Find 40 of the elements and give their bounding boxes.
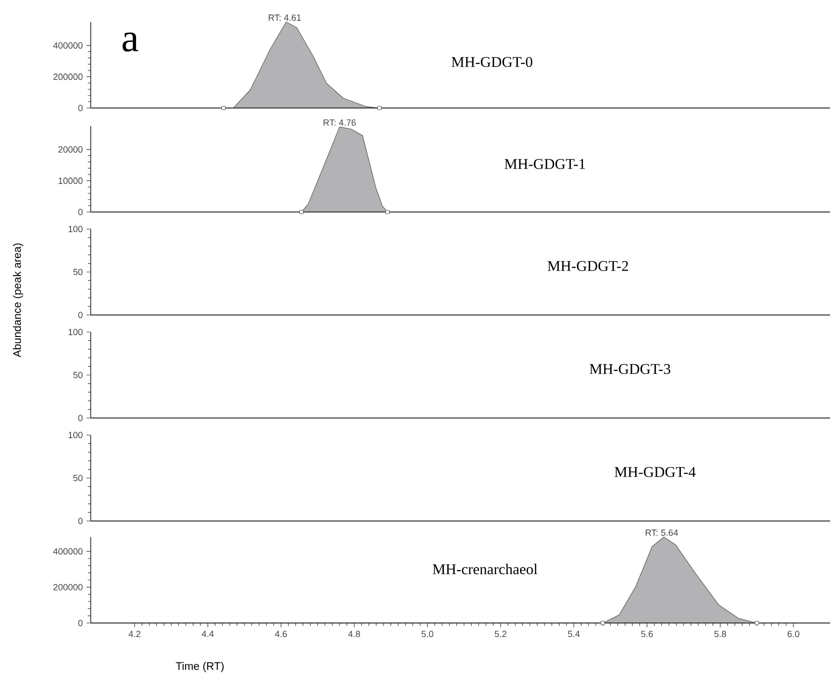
y-axis-title: Abundance (peak area) (12, 243, 24, 358)
y-tick-label: 0 (78, 104, 83, 112)
x-tick-label: 6.0 (788, 630, 800, 638)
x-tick-label: 5.6 (641, 630, 653, 638)
y-tick-label: 400000 (53, 548, 83, 555)
y-tick-label: 100 (68, 226, 83, 232)
y-tick-label: 200000 (53, 74, 83, 80)
y-tick-label: 50 (73, 372, 83, 378)
y-tick-label: 50 (73, 474, 83, 482)
y-tick-label: 200000 (53, 584, 83, 590)
x-tick-label: 4.4 (202, 630, 214, 637)
text: MH-GDGT-4 (614, 467, 696, 478)
x-tick-label: 4.8 (348, 630, 360, 638)
text: MH-GDGT-3 (590, 364, 670, 374)
annotation: RT: 4.61 (268, 14, 301, 21)
y-tick-label: 0 (78, 208, 83, 216)
y-tick-label: 100 (68, 432, 83, 438)
y-tick-label: 10000 (58, 178, 83, 184)
y-tick-label: 0 (78, 414, 83, 422)
annotation: a (122, 32, 138, 52)
x-tick-label: 4.2 (128, 630, 140, 638)
y-tick-label: 100 (68, 328, 83, 336)
x-tick-label: 5.0 (422, 630, 434, 638)
text: MH-GDGT-0 (452, 56, 532, 68)
y-tick-label: 50 (73, 268, 83, 276)
x-tick-label: 5.8 (714, 630, 726, 638)
x-tick-label: 5.4 (568, 630, 580, 638)
y-tick-label: 0 (78, 518, 83, 524)
y-tick-label: 0 (78, 312, 83, 318)
text: MH-GDGT-1 (504, 159, 585, 170)
y-tick-label: 20000 (58, 146, 83, 153)
text: MH-crenarchaeol (432, 564, 538, 574)
x-tick-label: 4.6 (274, 630, 287, 638)
y-tick-label: 400000 (53, 42, 83, 49)
annotation: RT: 4.76 (324, 119, 356, 126)
annotation: RT: 5.64 (646, 529, 678, 536)
y-tick-label: 0 (78, 620, 83, 626)
x-axis-title: Time (RT) (176, 662, 224, 672)
x-tick-label: 5.2 (494, 630, 506, 638)
text: MH-GDGT-2 (548, 261, 628, 272)
